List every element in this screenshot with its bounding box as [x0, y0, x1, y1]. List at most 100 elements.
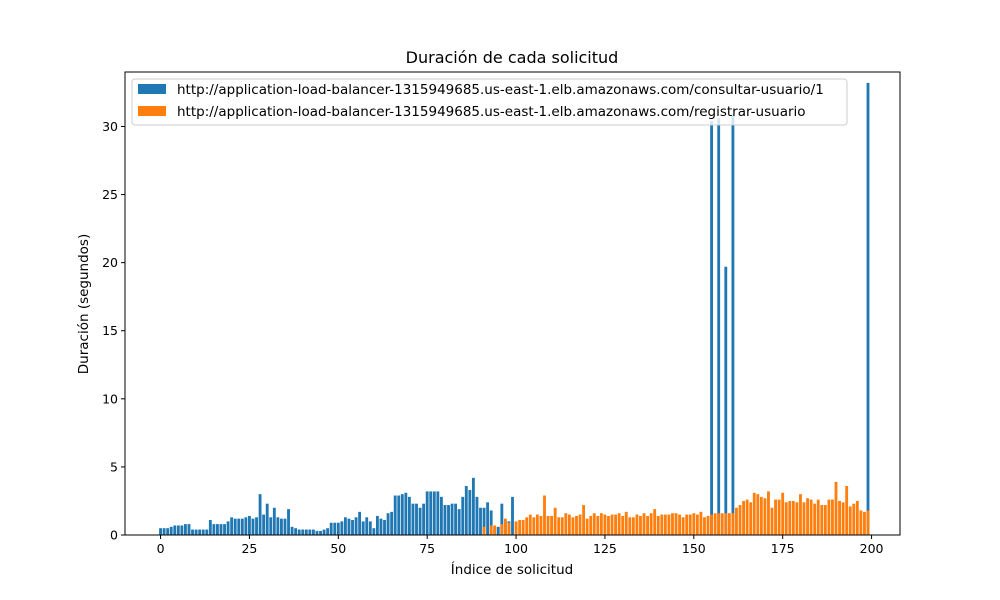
- legend: http://application-load-balancer-1315949…: [131, 78, 848, 126]
- bar-consultar-73: [418, 507, 422, 535]
- bar-consultar-46: [322, 529, 326, 535]
- bar-consultar-72: [415, 503, 418, 535]
- bar-registrar-149: [688, 514, 692, 535]
- bar-consultar-157: [717, 118, 721, 536]
- bar-registrar-184: [813, 503, 817, 535]
- bar-consultar-32: [272, 507, 276, 535]
- y-tick-label-10: 10: [102, 391, 118, 406]
- bar-consultar-84: [457, 509, 461, 535]
- bar-registrar-113: [560, 517, 564, 535]
- bar-consultar-64: [386, 513, 390, 535]
- bar-registrar-102: [521, 520, 525, 535]
- bar-registrar-144: [671, 513, 674, 535]
- bar-consultar-7: [184, 524, 187, 535]
- bar-registrar-117: [575, 515, 578, 535]
- bar-consultar-43: [312, 529, 315, 535]
- bar-consultar-24: [244, 517, 248, 535]
- bar-registrar-100: [514, 521, 518, 535]
- bar-consultar-29: [262, 514, 266, 535]
- bar-registrar-94: [493, 525, 497, 535]
- bar-registrar-170: [763, 498, 767, 535]
- bar-consultar-31: [269, 517, 273, 535]
- bar-registrar-176: [784, 502, 788, 535]
- bar-consultar-9: [191, 529, 194, 535]
- bar-consultar-54: [351, 520, 354, 535]
- bar-consultar-47: [326, 528, 330, 535]
- bar-registrar-120: [585, 518, 589, 535]
- bar-registrar-163: [738, 505, 742, 535]
- y-tick-label-0: 0: [110, 528, 118, 543]
- bar-registrar-194: [848, 506, 852, 535]
- bar-registrar-140: [656, 515, 660, 535]
- bar-consultar-3: [169, 526, 173, 535]
- bar-consultar-39: [297, 529, 301, 535]
- bar-registrar-101: [518, 520, 522, 535]
- bar-consultar-66: [393, 495, 397, 535]
- bar-registrar-165: [745, 499, 749, 535]
- bar-registrar-142: [663, 514, 667, 535]
- bar-consultar-61: [375, 515, 379, 535]
- bar-consultar-50: [336, 522, 340, 535]
- bar-registrar-98: [507, 522, 511, 535]
- bar-registrar-132: [628, 517, 632, 535]
- bar-registrar-96: [500, 524, 504, 535]
- bar-consultar-1: [162, 528, 166, 535]
- bar-consultar-21: [233, 518, 237, 535]
- bar-registrar-182: [806, 498, 809, 535]
- bar-consultar-86: [464, 485, 468, 535]
- y-axis-ticks: 0 5 10 15 20 25 30: [102, 119, 125, 543]
- x-axis-label: Índice de solicitud: [451, 561, 573, 578]
- bar-consultar-77: [432, 491, 436, 535]
- bar-consultar-80: [443, 505, 447, 535]
- bar-consultar-51: [340, 521, 344, 535]
- bar-registrar-183: [809, 499, 813, 535]
- bar-consultar-62: [379, 518, 383, 535]
- bar-registrar-198: [863, 511, 866, 535]
- x-tick-label-200: 200: [860, 541, 884, 556]
- bar-registrar-145: [674, 513, 678, 535]
- bar-registrar-115: [567, 514, 571, 535]
- bar-registrar-147: [681, 517, 685, 535]
- bar-consultar-15: [212, 524, 216, 535]
- bar-registrar-173: [774, 499, 777, 535]
- bar-registrar-111: [553, 507, 557, 535]
- legend-swatch-consultar: [138, 84, 166, 94]
- y-tick-label-25: 25: [102, 187, 118, 202]
- bar-registrar-196: [855, 500, 859, 535]
- bar-registrar-119: [582, 505, 586, 535]
- bar-consultar-70: [407, 496, 411, 535]
- bar-registrar-154: [706, 515, 710, 535]
- bar-consultar-67: [397, 495, 401, 535]
- bars-layer: [159, 82, 870, 536]
- bar-consultar-58: [365, 517, 369, 535]
- bar-consultar-88: [471, 477, 475, 535]
- bar-registrar-166: [749, 502, 753, 535]
- bar-registrar-138: [649, 513, 653, 535]
- bar-registrar-91: [482, 526, 486, 535]
- legend-label-consultar: http://application-load-balancer-1315949…: [177, 82, 824, 98]
- bar-registrar-186: [820, 505, 824, 535]
- x-tick-label-25: 25: [241, 541, 257, 556]
- x-tick-label-50: 50: [330, 541, 346, 556]
- bar-consultar-199: [866, 82, 870, 535]
- bar-consultar-63: [383, 520, 386, 535]
- bar-registrar-174: [777, 499, 781, 535]
- bar-registrar-123: [596, 515, 600, 535]
- bar-registrar-109: [546, 515, 550, 535]
- bar-registrar-185: [816, 499, 820, 535]
- bar-consultar-40: [301, 529, 305, 535]
- bar-consultar-52: [343, 517, 347, 535]
- bar-consultar-27: [255, 517, 258, 535]
- bar-consultar-25: [248, 515, 251, 535]
- bar-consultar-4: [173, 525, 177, 535]
- bar-registrar-167: [752, 492, 756, 535]
- bar-registrar-134: [635, 514, 639, 535]
- legend-swatch-registrar: [138, 106, 166, 116]
- bar-registrar-121: [589, 515, 593, 535]
- bar-consultar-30: [265, 503, 269, 535]
- bar-registrar-188: [827, 499, 831, 535]
- bar-registrar-169: [759, 496, 763, 535]
- bar-registrar-192: [841, 502, 845, 535]
- bar-registrar-136: [642, 513, 646, 535]
- bar-consultar-92: [486, 502, 490, 535]
